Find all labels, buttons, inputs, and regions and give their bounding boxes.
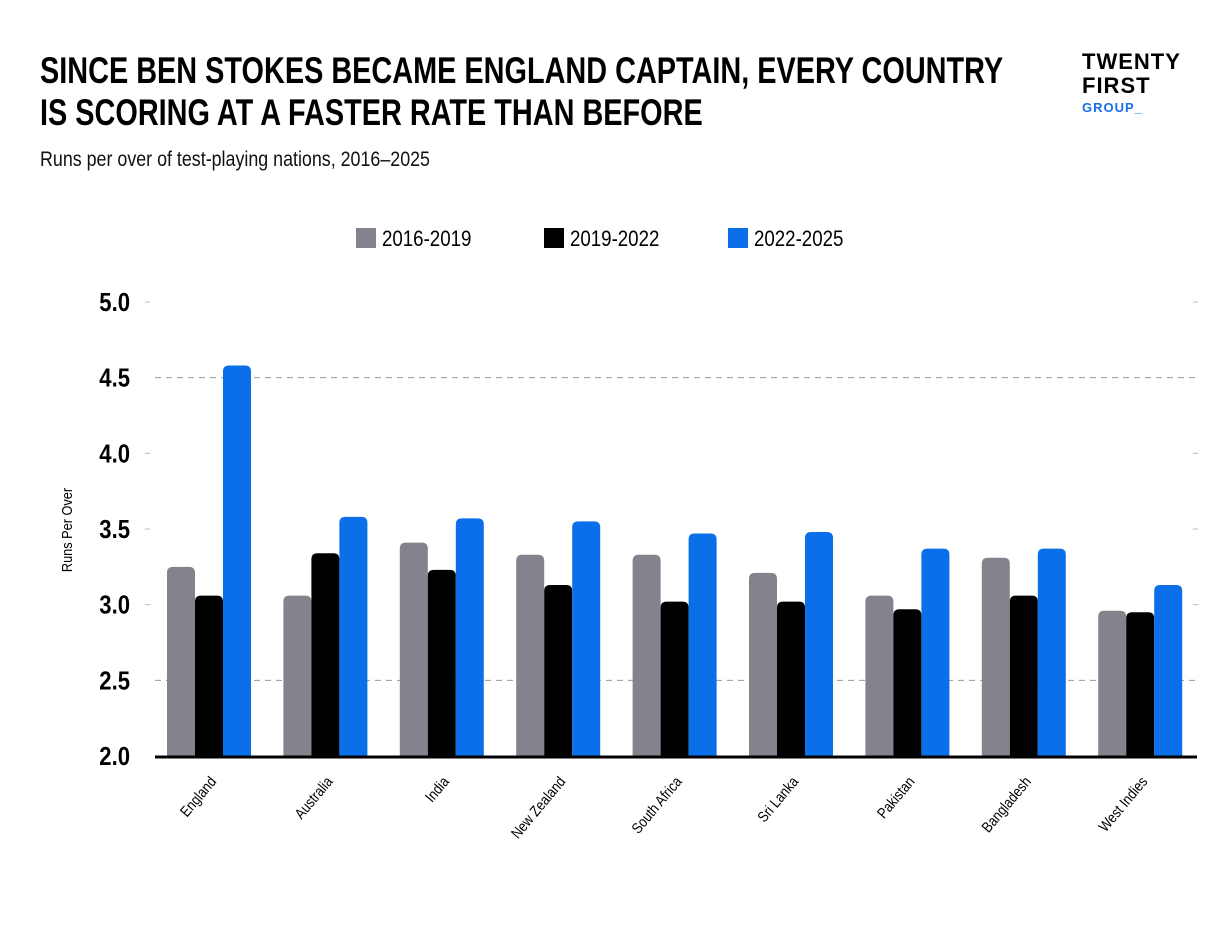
title-line-1: SINCE BEN STOKES BECAME ENGLAND CAPTAIN,… [40,50,1004,91]
x-tick-label: Sri Lanka [754,773,802,825]
y-tick-label: 3.0 [99,591,130,620]
y-tick-label: 4.5 [99,364,130,393]
bar [544,584,573,756]
chart-title: SINCE BEN STOKES BECAME ENGLAND CAPTAIN,… [40,50,1003,134]
bar [777,601,805,756]
bar [516,554,545,756]
y-tick-label: 3.5 [99,515,130,544]
logo-line-2: FIRST [1082,73,1151,98]
y-tick-label: 2.0 [99,742,130,771]
bar [1098,610,1127,756]
chart-subtitle: Runs per over of test-playing nations, 2… [40,148,430,171]
x-tick-label: Australia [291,773,336,822]
x-tick-label: Bangladesh [978,773,1034,836]
bar [749,572,777,756]
x-tick-label: New Zealand [507,773,568,842]
bar [1126,612,1155,756]
y-tick-label: 5.0 [99,288,130,317]
logo-line-1: TWENTY [1082,49,1181,74]
legend-label: 2022-2025 [754,228,843,252]
bar [339,516,368,756]
x-tick-label: India [421,773,452,805]
bar [1154,584,1183,756]
bar [167,566,195,756]
x-tick-label: South Africa [628,773,686,837]
bar [981,557,1010,756]
bar [455,518,484,756]
bar [223,365,251,756]
bar [632,554,661,756]
bar [921,548,950,756]
bar [572,521,601,756]
y-axis-label: Runs Per Over [58,488,75,573]
twenty-first-group-logo: TWENTY FIRST GROUP_ [1082,50,1181,116]
x-tick-label: England [176,773,219,820]
bar [893,609,922,756]
bar [805,532,833,756]
bar [399,542,428,756]
legend-swatch [544,228,564,248]
title-line-2: IS SCORING AT A FASTER RATE THAN BEFORE [40,92,703,133]
bar [283,595,312,756]
bar [865,595,894,756]
bar [1037,548,1066,756]
x-tick-label: West Indies [1095,773,1151,835]
bar [1009,595,1038,756]
y-tick-label: 4.0 [99,440,130,469]
y-tick-label: 2.5 [99,667,130,696]
bar [688,533,717,756]
bar [427,569,456,756]
x-tick-label: Pakistan [873,773,918,822]
legend-label: 2019-2022 [570,228,659,252]
legend-swatch [728,228,748,248]
bar [660,601,689,756]
legend-swatch [356,228,376,248]
logo-line-3: GROUP_ [1082,100,1143,115]
bar [311,553,340,756]
legend-label: 2016-2019 [382,228,471,252]
bar [195,595,223,756]
